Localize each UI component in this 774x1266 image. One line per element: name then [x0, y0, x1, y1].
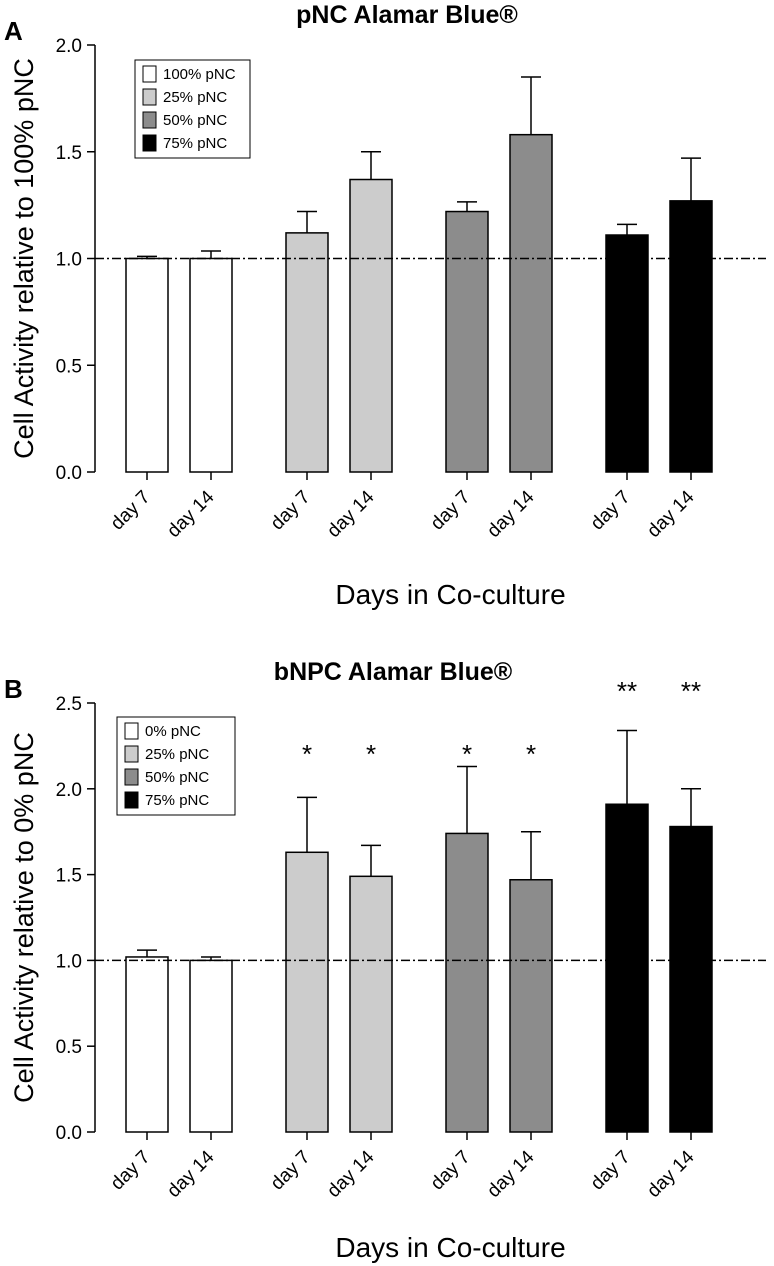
x-tick-label: day 14 — [643, 486, 698, 541]
x-tick-label: day 14 — [323, 1146, 378, 1201]
legend-swatch — [142, 88, 157, 106]
y-tick-label: 0.0 — [56, 463, 82, 484]
significance-marker: * — [526, 739, 536, 769]
panel-letter: B — [4, 674, 23, 704]
x-tick-label: day 14 — [323, 486, 378, 541]
x-tick-label: day 14 — [163, 1146, 218, 1201]
legend-label: 100% pNC — [163, 66, 236, 83]
bar — [445, 832, 489, 1133]
chart-title: bNPC Alamar Blue® — [274, 658, 513, 686]
x-axis-label: Days in Co-culture — [335, 1232, 565, 1263]
bar — [189, 257, 233, 473]
significance-marker: * — [366, 739, 376, 769]
x-tick-label: day 7 — [107, 487, 155, 535]
y-axis-label: Cell Activity relative to 100% pNC — [9, 58, 39, 459]
y-tick-label: 0.5 — [56, 356, 82, 377]
legend-label: 25% pNC — [145, 746, 209, 763]
y-tick-label: 0.5 — [56, 1037, 82, 1058]
bar — [349, 875, 393, 1133]
bar — [509, 133, 553, 473]
bar — [189, 959, 233, 1133]
legend-label: 50% pNC — [163, 112, 227, 129]
x-tick-label: day 14 — [483, 486, 538, 541]
bar — [349, 178, 393, 473]
legend-label: 0% pNC — [145, 723, 201, 740]
panel-letter: A — [4, 16, 23, 46]
legend-swatch — [124, 722, 139, 740]
x-tick-label: day 7 — [427, 1147, 475, 1195]
x-tick-label: day 14 — [163, 486, 218, 541]
y-tick-label: 2.0 — [56, 780, 82, 801]
x-tick-label: day 7 — [107, 1147, 155, 1195]
bar — [285, 232, 329, 473]
bar — [285, 851, 329, 1133]
x-tick-label: day 7 — [587, 487, 635, 535]
significance-marker: * — [462, 739, 472, 769]
legend-swatch — [124, 768, 139, 786]
bar — [509, 878, 553, 1133]
legend-swatch — [142, 111, 157, 129]
y-tick-label: 2.5 — [56, 694, 82, 715]
y-tick-label: 0.0 — [56, 1123, 82, 1144]
x-tick-label: day 7 — [427, 487, 475, 535]
y-tick-label: 1.5 — [56, 866, 82, 887]
significance-marker: ** — [617, 676, 637, 706]
y-tick-label: 1.0 — [56, 951, 82, 972]
bar — [669, 825, 713, 1133]
legend-swatch — [124, 745, 139, 763]
bar — [125, 956, 169, 1133]
legend: 100% pNC 25% pNC 50% pNC 75% pNC — [134, 59, 251, 159]
bar — [445, 210, 489, 473]
bar — [605, 234, 649, 473]
x-tick-label: day 14 — [483, 1146, 538, 1201]
chart-title: pNC Alamar Blue® — [296, 1, 518, 29]
significance-marker: * — [302, 739, 312, 769]
legend-label: 25% pNC — [163, 89, 227, 106]
x-tick-label: day 7 — [267, 487, 315, 535]
y-axis-label: Cell Activity relative to 0% pNC — [9, 732, 39, 1103]
x-tick-label: day 7 — [267, 1147, 315, 1195]
legend-label: 75% pNC — [163, 135, 227, 152]
bar — [125, 257, 169, 473]
y-tick-label: 1.0 — [56, 250, 82, 271]
x-tick-label: day 14 — [643, 1146, 698, 1201]
x-axis-label: Days in Co-culture — [335, 579, 565, 610]
legend-label: 50% pNC — [145, 769, 209, 786]
bar — [669, 200, 713, 473]
significance-marker: ** — [681, 676, 701, 706]
legend-swatch — [142, 65, 157, 83]
legend: 0% pNC 25% pNC 50% pNC 75% pNC — [116, 716, 236, 816]
legend-swatch — [124, 791, 139, 809]
legend-label: 75% pNC — [145, 792, 209, 809]
x-tick-label: day 7 — [587, 1147, 635, 1195]
bar — [605, 803, 649, 1133]
y-tick-label: 2.0 — [56, 36, 82, 57]
y-tick-label: 1.5 — [56, 143, 82, 164]
legend-swatch — [142, 134, 157, 152]
